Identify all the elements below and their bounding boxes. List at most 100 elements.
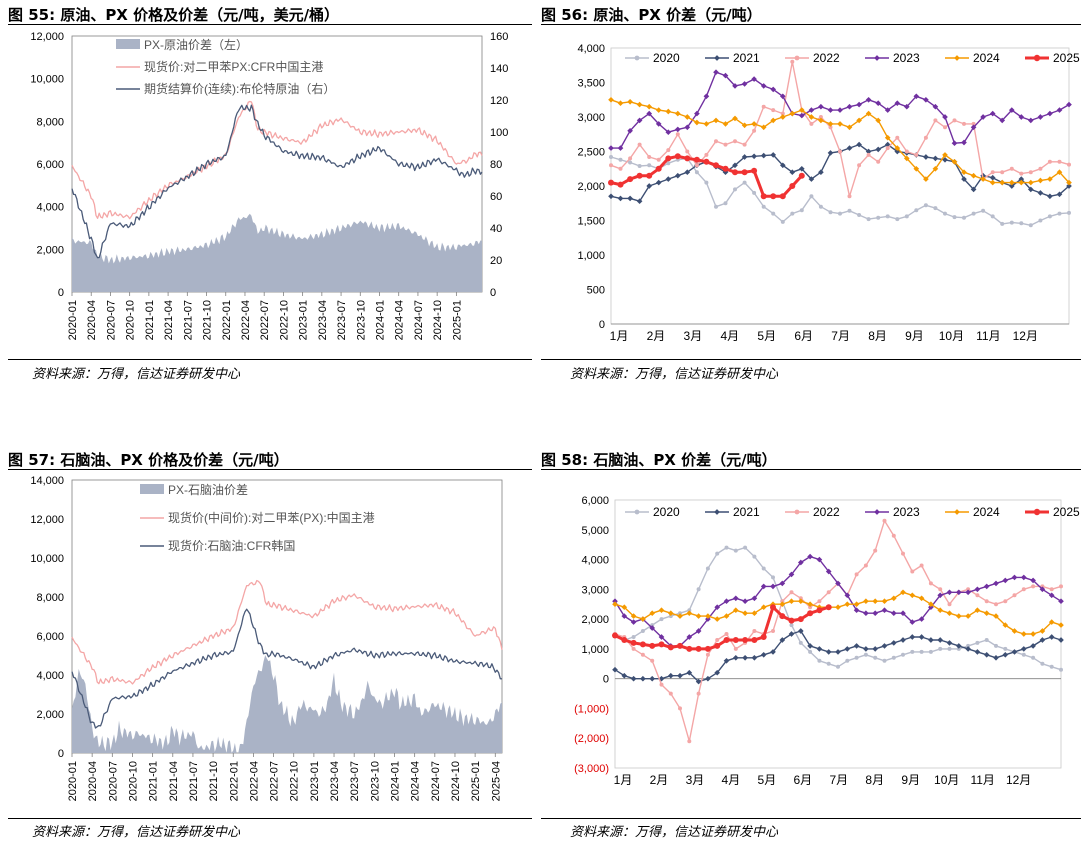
fig56-point-2025 bbox=[655, 165, 662, 172]
fig57-source: 资料来源：万得，信达证券研发中心 bbox=[32, 825, 241, 840]
fig57-xtick-label: 2025-04 bbox=[490, 761, 502, 801]
fig58-plot-frame bbox=[614, 499, 1062, 769]
fig56-point-2021 bbox=[1018, 176, 1025, 182]
fig58-point-2024 bbox=[1011, 628, 1018, 634]
fig56-point-2020 bbox=[704, 180, 709, 185]
fig56-point-2024 bbox=[951, 158, 958, 165]
fig56-point-2021 bbox=[1047, 193, 1053, 200]
fig57-ytick-label: 0 bbox=[58, 748, 64, 760]
fig56-point-2022 bbox=[771, 108, 776, 113]
fig58-xtick-label: 7月 bbox=[829, 773, 848, 787]
fig58-point-2020 bbox=[826, 661, 831, 666]
fig56-point-2020 bbox=[742, 180, 747, 185]
fig58-point-2022 bbox=[826, 590, 831, 595]
fig58-point-2024 bbox=[1058, 622, 1064, 628]
fig58-point-2025 bbox=[677, 642, 683, 649]
fig58-point-2022 bbox=[678, 706, 682, 711]
fig58-point-2023 bbox=[993, 580, 999, 587]
fig56-point-2020 bbox=[733, 187, 737, 192]
fig56-point-2020 bbox=[752, 190, 757, 195]
fig56-point-2021 bbox=[865, 148, 872, 155]
fig56-xtick-label: 7月 bbox=[831, 329, 850, 343]
fig56-point-2023 bbox=[617, 145, 624, 151]
fig57-xtick-label: 2024-10 bbox=[450, 761, 462, 801]
fig56-point-2025 bbox=[779, 193, 786, 200]
fig56-legend-marker bbox=[714, 55, 720, 61]
fig58-point-2020 bbox=[947, 646, 952, 651]
fig56-point-2023 bbox=[980, 114, 986, 120]
fig58-xtick-label: 3月 bbox=[686, 773, 705, 787]
fig58-point-2023 bbox=[835, 580, 841, 587]
fig57-xtick-label: 2024-07 bbox=[430, 761, 442, 801]
fig58-point-2021 bbox=[751, 654, 758, 661]
fig58-point-2023 bbox=[983, 583, 990, 590]
fig58-ytick-label: (2,000) bbox=[574, 733, 609, 745]
fig58-point-2021 bbox=[816, 646, 823, 652]
fig56-ytick-label: 500 bbox=[587, 285, 605, 297]
fig58-source: 资料来源：万得，信达证券研发中心 bbox=[570, 825, 779, 840]
fig57-ytick-label: 12,000 bbox=[30, 514, 64, 526]
fig56-point-2023 bbox=[999, 117, 1006, 124]
fig56-point-2020 bbox=[666, 161, 671, 166]
fig56-legend-marker bbox=[634, 55, 640, 61]
fig58-xtick-label: 1月 bbox=[614, 773, 633, 787]
fig56-point-2022 bbox=[780, 111, 785, 116]
fig56-title: 图 56: 原油、PX 价差（元/吨） bbox=[541, 6, 762, 24]
fig58-series-2021 bbox=[614, 630, 1062, 683]
fig56-point-2021 bbox=[617, 195, 624, 202]
fig58-point-2023 bbox=[890, 610, 897, 617]
fig58-point-2023 bbox=[705, 616, 711, 622]
fig58-point-2023 bbox=[937, 592, 944, 599]
fig56-point-2020 bbox=[962, 215, 966, 220]
fig58-point-2021 bbox=[974, 649, 981, 655]
fig57-ytick-label: 8,000 bbox=[36, 592, 64, 604]
fig56-point-2021 bbox=[674, 172, 681, 179]
fig56-point-2024 bbox=[932, 165, 939, 172]
fig55-legend-swatch bbox=[116, 39, 140, 49]
fig58-point-2022 bbox=[808, 605, 813, 610]
fig55-xtick-label: 2021-01 bbox=[144, 300, 156, 340]
fig56-point-2022 bbox=[1028, 170, 1033, 175]
fig58-ytick-label: (3,000) bbox=[574, 763, 609, 775]
fig57-xtick-label: 2022-10 bbox=[289, 761, 301, 801]
fig58-legend-label: 2021 bbox=[733, 505, 760, 519]
fig55-xtick-label: 2021-10 bbox=[202, 300, 214, 340]
fig55-ytick-right-label: 160 bbox=[490, 31, 508, 43]
fig58-point-2021 bbox=[1011, 649, 1018, 655]
fig56-point-2022 bbox=[733, 139, 737, 144]
fig56-point-2024 bbox=[999, 179, 1006, 186]
fig58-point-2021 bbox=[937, 637, 944, 643]
fig56-point-2025 bbox=[770, 193, 777, 200]
fig55-ytick-right-label: 120 bbox=[490, 95, 508, 107]
fig58-point-2023 bbox=[1011, 574, 1018, 581]
fig58-point-2022 bbox=[854, 572, 859, 577]
fig56-point-2020 bbox=[780, 219, 785, 224]
fig56-point-2020 bbox=[1028, 223, 1033, 228]
fig58-point-2021 bbox=[667, 672, 674, 679]
fig58-point-2021 bbox=[946, 640, 953, 646]
fig58-point-2022 bbox=[789, 590, 794, 595]
fig58-point-2022 bbox=[817, 599, 822, 604]
fig56-point-2023 bbox=[808, 107, 815, 113]
fig58-point-2023 bbox=[742, 598, 748, 605]
fig56-point-2024 bbox=[865, 110, 872, 117]
fig56-point-2024 bbox=[684, 114, 691, 120]
fig58-point-2021 bbox=[1002, 651, 1009, 658]
fig58-point-2021 bbox=[881, 643, 888, 649]
fig58-ytick-label: 1,000 bbox=[581, 644, 609, 656]
fig55-title-rule bbox=[8, 24, 532, 25]
fig56-point-2023 bbox=[865, 96, 872, 103]
fig58-point-2021 bbox=[1030, 643, 1036, 649]
fig56-xtick-label: 12月 bbox=[1013, 329, 1038, 343]
fig56-xtick-label: 10月 bbox=[939, 329, 964, 343]
fig56-point-2022 bbox=[704, 152, 709, 157]
fig56-ytick-label: 3,500 bbox=[577, 78, 605, 90]
fig56-point-2022 bbox=[1047, 159, 1052, 164]
fig58-point-2021 bbox=[742, 654, 748, 661]
fig56-point-2024 bbox=[1056, 169, 1063, 176]
fig58-point-2025 bbox=[714, 642, 721, 649]
fig55-ytick-right-label: 0 bbox=[490, 287, 496, 299]
fig57-series-line-1 bbox=[71, 579, 503, 685]
fig56-point-2023 bbox=[818, 103, 824, 110]
fig56-point-2024 bbox=[722, 121, 729, 127]
